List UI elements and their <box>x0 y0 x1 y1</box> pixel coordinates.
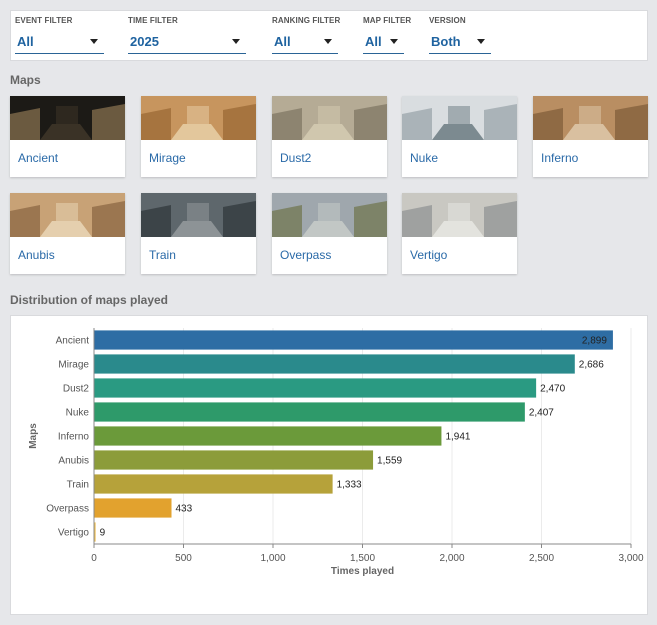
version-filter-label: VERSION <box>429 16 466 25</box>
data-label: 1,333 <box>337 480 362 491</box>
map-filter-label: MAP FILTER <box>363 16 412 25</box>
y-tick-label: Mirage <box>58 360 89 371</box>
map-name: Overpass <box>280 248 332 262</box>
x-axis-title: Times played <box>331 566 394 577</box>
chevron-down-icon <box>477 39 485 44</box>
bar-overpass <box>94 498 172 518</box>
y-tick-label: Anubis <box>58 456 89 467</box>
y-tick-label: Overpass <box>46 504 89 515</box>
chevron-down-icon <box>90 39 98 44</box>
version-filter-select[interactable]: Both <box>429 30 491 54</box>
map-thumbnail <box>402 193 517 237</box>
map-thumbnail <box>402 96 517 140</box>
map-card-train[interactable]: Train <box>141 193 256 274</box>
y-tick-label: Dust2 <box>63 384 90 395</box>
version-filter: VERSION Both <box>429 16 491 54</box>
map-name: Anubis <box>18 248 55 262</box>
event-filter-value: All <box>17 34 34 49</box>
bar-inferno <box>94 426 442 446</box>
map-filter-select[interactable]: All <box>363 30 404 54</box>
bar-mirage <box>94 354 575 374</box>
time-filter-label: TIME FILTER <box>128 16 178 25</box>
y-tick-label: Nuke <box>66 408 90 419</box>
bar-train <box>94 474 333 494</box>
data-label: 1,941 <box>445 432 470 443</box>
map-name: Train <box>149 248 176 262</box>
map-card-nuke[interactable]: Nuke <box>402 96 517 177</box>
chevron-down-icon <box>390 39 398 44</box>
map-thumbnail <box>272 96 387 140</box>
x-tick-label: 0 <box>91 553 97 564</box>
data-label: 2,407 <box>529 408 554 419</box>
map-name: Inferno <box>541 151 579 165</box>
map-name: Nuke <box>410 151 439 165</box>
y-axis-title: Maps <box>28 423 39 449</box>
time-filter-select[interactable]: 2025 <box>128 30 246 54</box>
data-label: 2,899 <box>582 336 607 347</box>
map-filter: MAP FILTER All <box>363 16 412 54</box>
map-card-overpass[interactable]: Overpass <box>272 193 387 274</box>
time-filter: TIME FILTER 2025 <box>128 16 246 54</box>
map-thumbnail <box>10 96 125 140</box>
data-label: 2,470 <box>540 384 565 395</box>
time-filter-value: 2025 <box>130 34 159 49</box>
map-thumbnail <box>141 193 256 237</box>
map-thumbnail <box>10 193 125 237</box>
version-filter-value: Both <box>431 34 461 49</box>
map-card-anubis[interactable]: Anubis <box>10 193 125 274</box>
ranking-filter-select[interactable]: All <box>272 30 338 54</box>
chevron-down-icon <box>324 39 332 44</box>
y-tick-label: Inferno <box>58 432 90 443</box>
maps-section-title: Maps <box>10 73 41 87</box>
map-name: Ancient <box>18 151 59 165</box>
bar-vertigo <box>94 522 96 542</box>
map-card-dust2[interactable]: Dust2 <box>272 96 387 177</box>
map-thumbnail <box>533 96 648 140</box>
chevron-down-icon <box>232 39 240 44</box>
bar-dust2 <box>94 378 537 398</box>
event-filter-select[interactable]: All <box>15 30 104 54</box>
y-tick-label: Train <box>67 480 89 491</box>
map-name: Dust2 <box>280 151 312 165</box>
event-filter: EVENT FILTER All <box>15 16 104 54</box>
bar-nuke <box>94 402 525 422</box>
chart-panel: 0 500 1,000 1,500 2,000 2,500 3,000 Ancient 2,89… <box>10 315 648 615</box>
map-card-inferno[interactable]: Inferno <box>533 96 648 177</box>
map-thumbnail <box>272 193 387 237</box>
x-tick-label: 2,500 <box>529 553 554 564</box>
map-card-ancient[interactable]: Ancient <box>10 96 125 177</box>
y-tick-label: Vertigo <box>58 528 90 539</box>
bar-ancient <box>94 330 613 350</box>
map-card-mirage[interactable]: Mirage <box>141 96 256 177</box>
data-label: 2,686 <box>579 360 604 371</box>
map-thumbnail <box>141 96 256 140</box>
x-tick-label: 2,000 <box>439 553 464 564</box>
data-label: 9 <box>100 528 106 539</box>
maps-played-chart: 0 500 1,000 1,500 2,000 2,500 3,000 Ancient 2,89… <box>28 328 644 577</box>
ranking-filter: RANKING FILTER All <box>272 16 341 54</box>
data-label: 433 <box>176 504 193 515</box>
map-name: Vertigo <box>410 248 448 262</box>
y-tick-label: Ancient <box>56 336 90 347</box>
x-tick-label: 1,000 <box>260 553 285 564</box>
x-tick-label: 500 <box>175 553 192 564</box>
filter-bar: EVENT FILTER All TIME FILTER 2025 RANKIN… <box>10 10 648 61</box>
ranking-filter-value: All <box>274 34 291 49</box>
data-label: 1,559 <box>377 456 402 467</box>
event-filter-label: EVENT FILTER <box>15 16 73 25</box>
map-filter-value: All <box>365 34 382 49</box>
ranking-filter-label: RANKING FILTER <box>272 16 341 25</box>
x-tick-label: 3,000 <box>618 553 643 564</box>
chart-section-title: Distribution of maps played <box>10 293 169 307</box>
map-card-vertigo[interactable]: Vertigo <box>402 193 517 274</box>
bar-anubis <box>94 450 374 470</box>
map-name: Mirage <box>149 151 186 165</box>
x-tick-label: 1,500 <box>350 553 375 564</box>
